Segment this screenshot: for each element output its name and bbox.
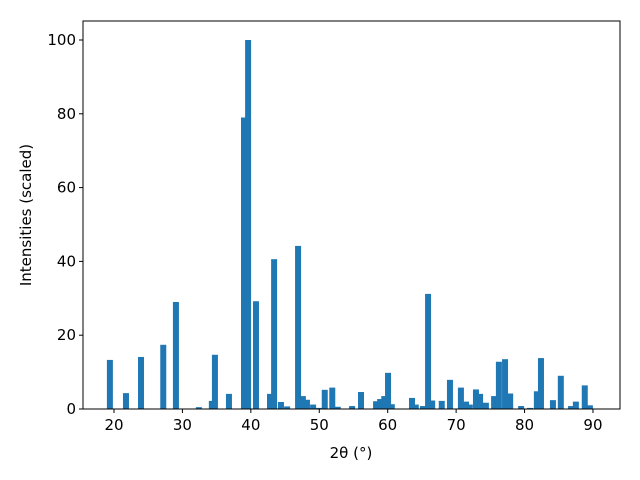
y-tick-label: 20 xyxy=(57,326,76,344)
bar xyxy=(502,359,509,409)
bar xyxy=(225,393,232,409)
bar xyxy=(549,400,556,409)
bar xyxy=(388,404,395,409)
bar xyxy=(373,401,380,409)
bar xyxy=(284,406,291,409)
bar xyxy=(321,389,328,409)
bar xyxy=(477,393,484,409)
bar xyxy=(334,406,341,409)
bar xyxy=(385,372,392,409)
bar xyxy=(138,356,145,409)
bar xyxy=(310,404,317,409)
bar xyxy=(472,389,479,409)
bar xyxy=(457,387,464,409)
bar xyxy=(466,404,473,409)
axes-frame xyxy=(82,20,621,410)
bar xyxy=(316,407,323,409)
bar xyxy=(537,358,544,409)
bar xyxy=(303,399,310,409)
bar xyxy=(295,245,302,409)
x-tick-label: 30 xyxy=(173,416,192,434)
bar xyxy=(586,405,593,409)
y-tick-label: 100 xyxy=(47,31,76,49)
bar xyxy=(241,117,248,410)
x-axis-label: 2θ (°) xyxy=(330,444,373,462)
bar xyxy=(429,400,436,409)
bar xyxy=(349,406,356,409)
bar xyxy=(482,402,489,409)
bar xyxy=(172,301,179,409)
bar xyxy=(533,391,540,409)
x-tick-label: 20 xyxy=(104,416,123,434)
x-tick-label: 60 xyxy=(378,416,397,434)
x-tick-label: 80 xyxy=(515,416,534,434)
plot-area xyxy=(106,40,593,410)
bar xyxy=(518,406,525,409)
bar xyxy=(425,293,432,409)
bar xyxy=(277,401,284,409)
bar xyxy=(438,400,445,409)
bar xyxy=(572,401,579,409)
bar xyxy=(267,393,274,409)
y-axis-label: Intensities (scaled) xyxy=(17,144,35,286)
bar xyxy=(557,375,564,409)
bar xyxy=(122,393,129,409)
bar xyxy=(495,361,502,409)
x-tick-label: 90 xyxy=(583,416,602,434)
bar xyxy=(381,396,388,409)
bar xyxy=(568,406,575,409)
bar xyxy=(208,400,215,409)
bar xyxy=(412,404,419,409)
bar xyxy=(160,344,167,409)
bar xyxy=(299,396,306,409)
bar xyxy=(446,379,453,409)
bar xyxy=(491,396,498,409)
y-tick-label: 0 xyxy=(66,400,76,418)
bar xyxy=(463,401,470,409)
bar xyxy=(106,359,113,409)
bar xyxy=(271,259,278,409)
bar xyxy=(581,385,588,409)
bar xyxy=(507,393,514,409)
bar xyxy=(252,301,259,409)
bar xyxy=(358,392,365,409)
x-tick-label: 70 xyxy=(447,416,466,434)
bar xyxy=(408,397,415,409)
bar xyxy=(329,387,336,409)
bar xyxy=(195,407,202,409)
x-tick-label: 40 xyxy=(241,416,260,434)
y-tick-label: 80 xyxy=(57,105,76,123)
bar xyxy=(419,406,426,409)
bar xyxy=(527,407,534,409)
y-tick-label: 60 xyxy=(57,179,76,197)
bar xyxy=(377,399,384,409)
bar xyxy=(211,354,218,409)
y-tick-label: 40 xyxy=(57,252,76,270)
x-tick-label: 50 xyxy=(310,416,329,434)
bar xyxy=(245,40,252,410)
